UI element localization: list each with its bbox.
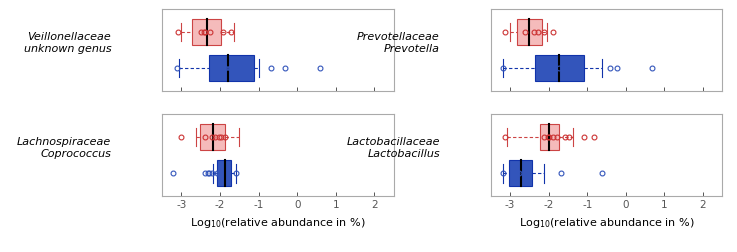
- Bar: [209, 56, 254, 82]
- Bar: [535, 56, 584, 82]
- X-axis label: Log$_{10}$(relative abundance in %): Log$_{10}$(relative abundance in %): [519, 215, 694, 229]
- Bar: [192, 20, 221, 46]
- Bar: [517, 20, 542, 46]
- Bar: [540, 124, 559, 151]
- Y-axis label: Lactobacillaceae
Lactobacillus: Lactobacillaceae Lactobacillus: [346, 137, 440, 158]
- X-axis label: Log$_{10}$(relative abundance in %): Log$_{10}$(relative abundance in %): [190, 215, 366, 229]
- Y-axis label: Prevotellaceae
Prevotella: Prevotellaceae Prevotella: [357, 32, 440, 54]
- Y-axis label: Lachnospiraceae
Coprococcus: Lachnospiraceae Coprococcus: [17, 137, 111, 158]
- Y-axis label: Veillonellaceae
unknown genus: Veillonellaceae unknown genus: [24, 32, 111, 54]
- Bar: [200, 124, 225, 151]
- Bar: [217, 161, 231, 187]
- Bar: [509, 161, 532, 187]
